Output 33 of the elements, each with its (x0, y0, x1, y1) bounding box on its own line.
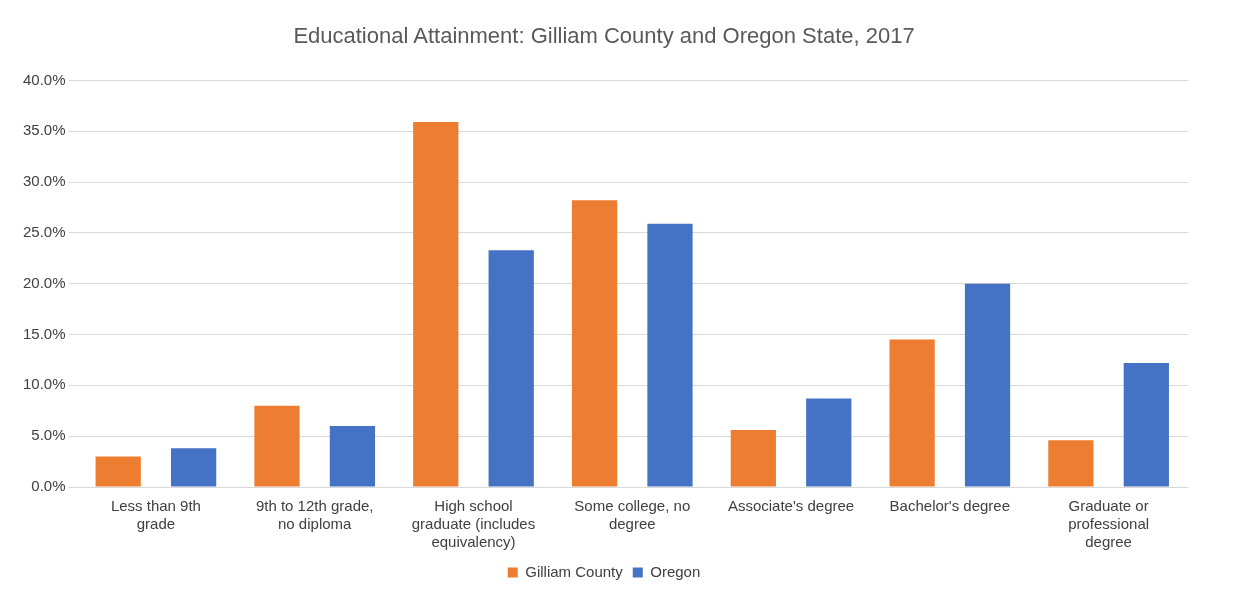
x-tick-label: 9th to 12th grade, no diploma (255, 497, 374, 533)
bar (488, 250, 534, 487)
y-tick-label: 30.0% (22, 172, 66, 190)
bar (889, 339, 935, 487)
bar (413, 122, 459, 487)
y-tick-label: 15.0% (22, 324, 66, 342)
y-tick-label: 10.0% (22, 375, 66, 393)
x-tick-label: Less than 9th grade (110, 497, 201, 533)
x-tick-label: High school graduate (includes equivalency) (411, 497, 536, 551)
y-tick-label: 25.0% (22, 223, 66, 241)
x-tick-label: Graduate or professional degree (1068, 497, 1150, 551)
bar (647, 223, 693, 487)
x-tick-label: Some college, no degree (574, 497, 691, 533)
bar (1123, 362, 1169, 487)
bar (730, 430, 776, 487)
x-tick-label: Associate's degree (727, 497, 855, 515)
y-tick-label: 0.0% (31, 477, 66, 495)
bar (254, 405, 300, 487)
legend-label: Oregon (650, 562, 701, 580)
bar (806, 398, 852, 487)
bar (1048, 440, 1094, 487)
legend-label: Gilliam County (525, 562, 624, 580)
y-tick-label: 5.0% (31, 426, 66, 444)
bar (95, 456, 141, 487)
bar (329, 426, 376, 487)
y-tick-label: 20.0% (22, 273, 66, 291)
x-tick-label: Bachelor's degree (889, 497, 1011, 515)
bar (571, 200, 618, 487)
y-tick-label: 40.0% (22, 70, 66, 88)
chart-title: Educational Attainment: Gilliam County and Oregon State, 2017 (293, 23, 915, 49)
y-tick-label: 35.0% (22, 121, 66, 139)
bar (171, 448, 217, 487)
bar (964, 283, 1011, 487)
